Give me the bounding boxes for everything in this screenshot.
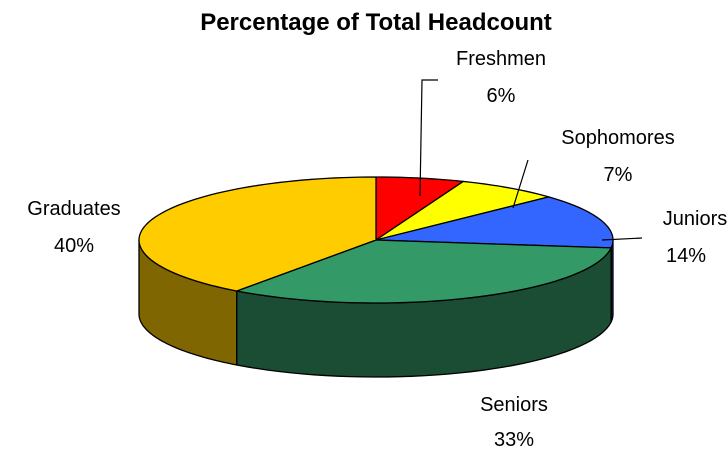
pie-slice-juniors	[375, 196, 614, 249]
slice-label-sophomores: Sophomores	[561, 127, 674, 149]
pie-tops	[138, 176, 614, 304]
slice-label-juniors: Juniors	[663, 208, 727, 230]
chart-title: Percentage of Total Headcount	[200, 9, 552, 36]
leader-line-sophomores	[512, 159, 529, 209]
leader-lines	[419, 79, 643, 241]
pie-sides	[138, 239, 614, 378]
pie-slice-sophomores	[375, 180, 550, 241]
slice-label-graduates: Graduates	[27, 198, 120, 220]
slice-value-graduates: 40%	[54, 235, 94, 257]
pie-slice-seniors	[236, 239, 612, 304]
leader-line-freshmen	[419, 79, 438, 197]
slice-value-seniors: 33%	[494, 429, 534, 450]
slice-value-freshmen: 6%	[487, 85, 516, 107]
slice-value-juniors: 14%	[666, 245, 706, 267]
slice-labels: Freshmen 6% Sophomores 7% Juniors 14% Seniors 3…	[27, 48, 727, 450]
slice-label-seniors: Seniors	[480, 394, 548, 416]
slice-value-sophomores: 7%	[604, 164, 633, 186]
slice-label-freshmen: Freshmen	[456, 48, 546, 70]
pie-slice-graduates	[138, 176, 377, 292]
leader-line-juniors	[601, 237, 643, 241]
